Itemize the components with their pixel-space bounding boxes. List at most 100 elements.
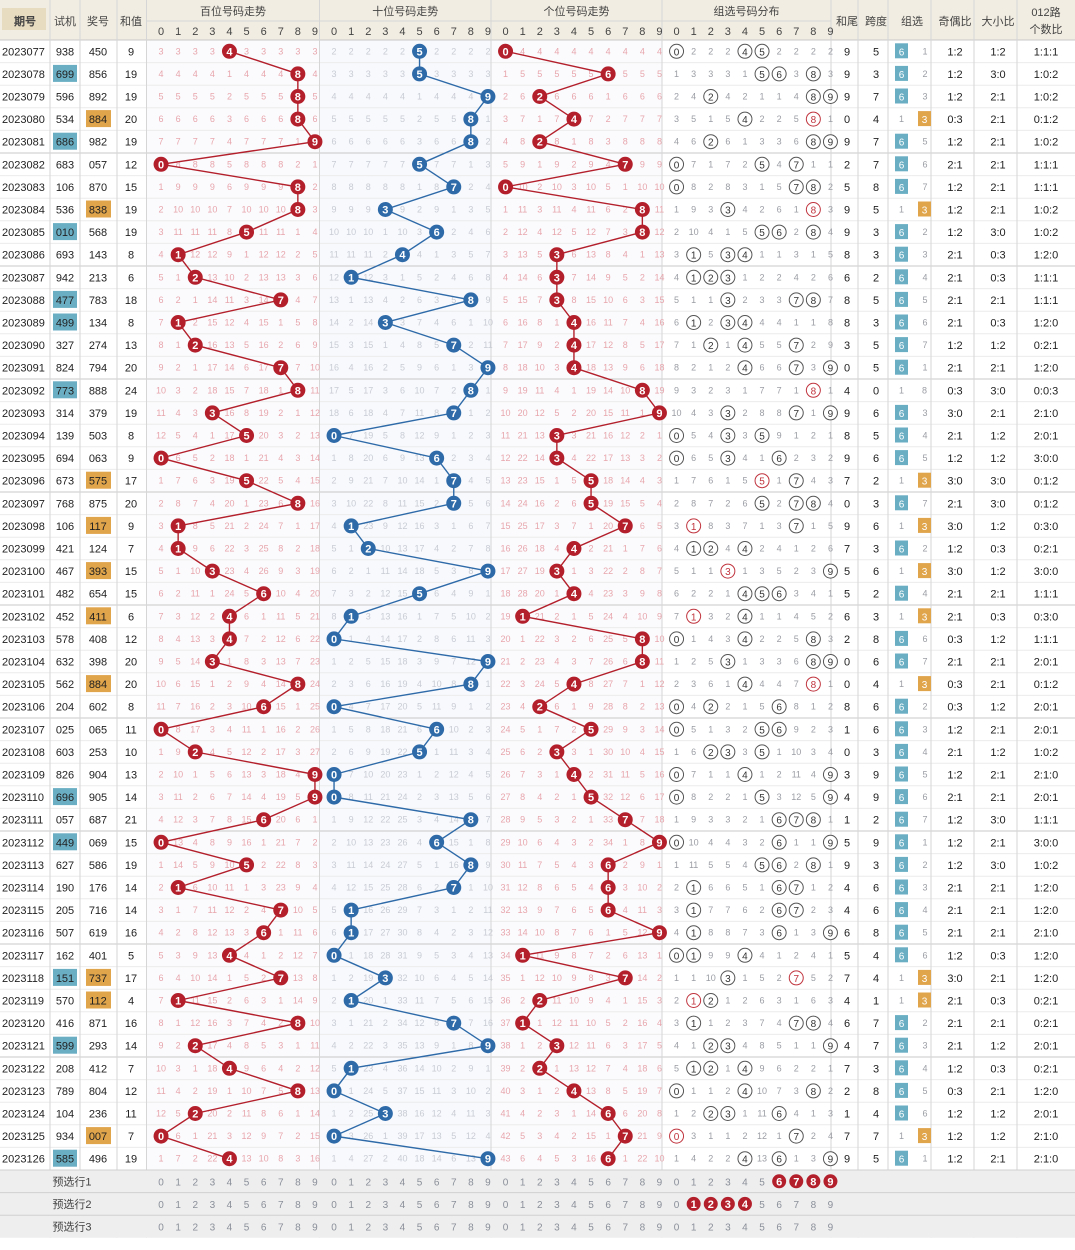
omission-cell: 8	[468, 1041, 473, 1051]
group-ring	[720, 315, 736, 330]
omission-cell: 7	[159, 137, 164, 147]
omission-cell: 15	[397, 589, 407, 599]
group-omission: 5	[777, 1041, 782, 1051]
omission-cell: 5	[227, 747, 232, 757]
test-cell: 585	[56, 1154, 74, 1166]
omission-cell: 32	[501, 905, 511, 915]
omission-cell: 6	[571, 905, 576, 915]
group-omission: 2	[742, 295, 747, 305]
omission-cell: 6	[485, 792, 490, 802]
route-cell: 1:0:2	[1034, 860, 1058, 872]
tens-ball-digit: 0	[331, 792, 337, 804]
digit-header: 8	[810, 26, 816, 38]
group-digit: 8	[811, 138, 817, 149]
preselect-digit: 0	[674, 1223, 680, 1234]
group-ring	[805, 134, 821, 150]
omission-cell: 4	[623, 611, 628, 621]
group-ring	[720, 247, 736, 263]
sum-cell: 20	[125, 679, 137, 691]
omission-cell: 2	[349, 973, 354, 983]
group-omission: 4	[708, 227, 713, 237]
omission-cell: 7	[244, 385, 249, 395]
omission-cell: 3	[244, 46, 249, 56]
group-digit: 8	[811, 680, 817, 691]
sum-cell: 8	[128, 702, 134, 714]
omission-cell: 34	[501, 950, 511, 960]
omission-cell: 1	[554, 1063, 559, 1073]
omission-cell: 2	[571, 634, 576, 644]
test-badge	[53, 1036, 77, 1054]
omission-cell: 4	[571, 860, 576, 870]
test-cell: 789	[56, 1086, 74, 1098]
issue-cell: 2023120	[2, 1018, 45, 1030]
group-omission: 3	[674, 114, 679, 124]
omission-cell: 3	[193, 408, 198, 418]
group6-mark: 6	[899, 138, 905, 149]
omission-cell: 22	[380, 815, 390, 825]
group-omission: 6	[725, 883, 730, 893]
omission-cell: 9	[278, 182, 283, 192]
span-cell: 3	[873, 544, 879, 556]
big-small-cell: 1:2	[990, 1041, 1005, 1053]
omission-cell: 3	[571, 431, 576, 441]
omission-cell: 2	[657, 883, 662, 893]
preselect-digit: 6	[605, 1200, 611, 1211]
omission-cell: 6	[349, 408, 354, 418]
tens-ball-digit: 1	[348, 1063, 354, 1075]
preselect-digit: 3	[210, 1200, 216, 1211]
omission-cell: 3	[383, 385, 388, 395]
omission-cell: 1	[589, 521, 594, 531]
group-ring	[720, 405, 736, 421]
odd-even-cell: 2:1	[947, 159, 962, 171]
group-omission: 3	[777, 996, 782, 1006]
hundreds-ball	[273, 360, 289, 376]
omission-cell: 8	[193, 928, 198, 938]
omission-cell: 6	[210, 114, 215, 124]
omission-cell: 10	[654, 182, 664, 192]
group-digit: 5	[759, 499, 765, 510]
omission-cell: 8	[485, 837, 490, 847]
omission-cell: 5	[537, 250, 542, 260]
omission-cell: 2	[417, 792, 422, 802]
prize-badge	[86, 110, 111, 128]
omission-cell: 10	[586, 1018, 596, 1028]
omission-cell: 33	[397, 996, 407, 1006]
omission-cell: 25	[397, 815, 407, 825]
group-ring	[703, 541, 719, 556]
odd-even-cell: 2:1	[947, 589, 962, 601]
group-ring	[822, 1151, 838, 1167]
omission-cell: 11	[398, 498, 407, 508]
units-ball-digit: 9	[656, 928, 662, 940]
omission-cell: 3	[606, 973, 611, 983]
group-omission: 6	[777, 1063, 782, 1073]
omission-cell: 18	[637, 1063, 647, 1073]
omission-cell: 6	[485, 498, 490, 508]
span-cell: 8	[873, 634, 879, 646]
omission-cell: 7	[485, 250, 490, 260]
group-digit: 3	[725, 273, 731, 284]
omission-cell: 3	[159, 46, 164, 56]
group-digit: 6	[776, 228, 782, 239]
issue-cell: 2023078	[2, 69, 45, 81]
omission-cell: 4	[434, 815, 439, 825]
omission-cell: 12	[552, 1018, 562, 1028]
omission-cell: 6	[210, 792, 215, 802]
omission-cell: 6	[520, 1154, 525, 1164]
odd-even-cell: 2:1	[947, 250, 962, 262]
omission-cell: 7	[623, 318, 628, 328]
group-digit: 5	[759, 228, 765, 239]
group-digit: 8	[811, 861, 817, 872]
group-omission: 1	[674, 747, 679, 757]
omission-cell: 4	[210, 747, 215, 757]
group-digit: 7	[793, 341, 799, 352]
omission-cell: 5	[400, 114, 405, 124]
omission-cell: 21	[535, 611, 545, 621]
omission-cell: 12	[415, 431, 425, 441]
omission-cell: 8	[159, 1018, 164, 1028]
omission-cell: 18	[259, 385, 269, 395]
omission-cell: 5	[159, 272, 164, 282]
omission-cell: 8	[589, 679, 594, 689]
omission-cell: 6	[640, 792, 645, 802]
omission-cell: 10	[637, 883, 647, 893]
units-ball-digit: 6	[605, 860, 611, 872]
